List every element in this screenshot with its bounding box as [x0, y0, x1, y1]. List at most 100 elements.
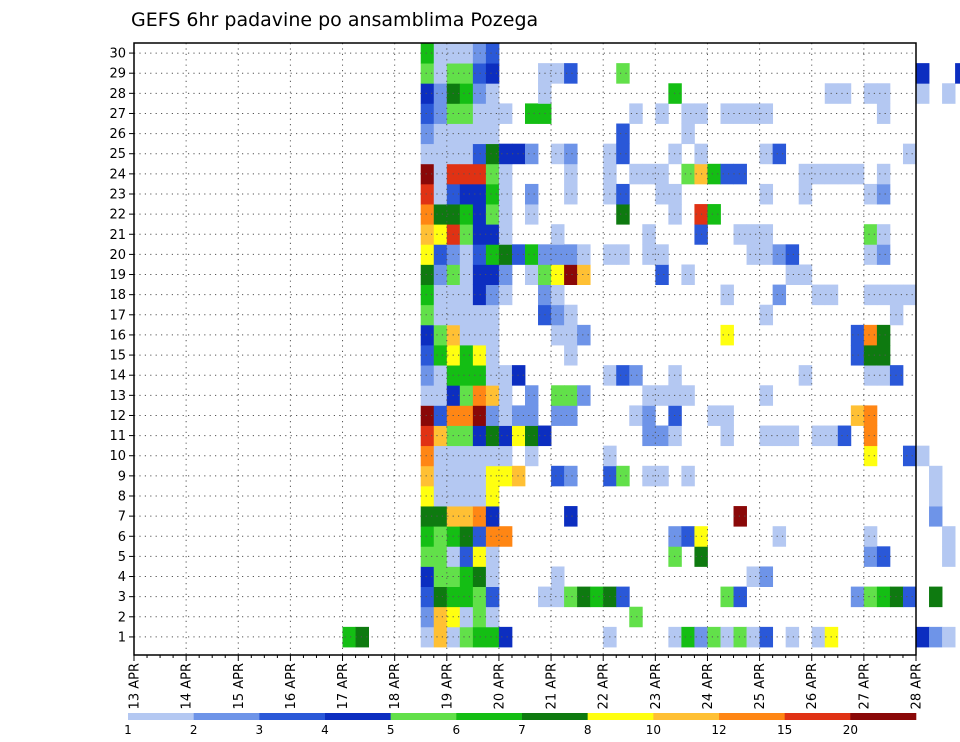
heatmap-cell [629, 103, 643, 124]
heatmap-cell [459, 204, 474, 225]
y-tick-label: 30 [109, 47, 126, 62]
heatmap-cell [850, 163, 865, 185]
heatmap-cell [850, 324, 865, 346]
heatmap-cell [629, 365, 643, 386]
heatmap-cell [876, 83, 891, 104]
heatmap-cell [798, 163, 813, 185]
heatmap-cell [433, 586, 448, 608]
heatmap-cell [433, 546, 448, 567]
heatmap-cell [876, 224, 891, 245]
heatmap-cell [876, 103, 891, 124]
heatmap-cell [942, 83, 956, 104]
heatmap-cell [472, 224, 487, 245]
heatmap-cell [433, 385, 448, 406]
heatmap-cell [433, 123, 448, 145]
heatmap-cell [420, 123, 435, 145]
heatmap-cell [511, 405, 526, 426]
heatmap-cell [485, 626, 500, 648]
heatmap-cell [433, 83, 448, 104]
heatmap-cell [485, 485, 500, 507]
heatmap-cell [420, 626, 435, 648]
heatmap-cell [485, 606, 500, 628]
heatmap-cell [485, 425, 500, 447]
y-tick-label: 13 [109, 389, 126, 404]
heatmap-cell [655, 425, 669, 447]
heatmap-cell [863, 526, 878, 547]
heatmap-cell [681, 123, 695, 145]
heatmap-cell [420, 485, 435, 507]
heatmap-cell [785, 626, 800, 648]
heatmap-cell [498, 244, 513, 265]
heatmap-cell [459, 143, 474, 165]
heatmap-cell [629, 405, 643, 426]
heatmap-cell [420, 284, 435, 306]
heatmap-cell [863, 324, 878, 346]
heatmap-cell [564, 183, 578, 205]
heatmap-cell [459, 244, 474, 265]
heatmap-cell [420, 143, 435, 165]
heatmap-cell [863, 224, 878, 245]
y-tick-label: 16 [109, 328, 126, 343]
heatmap-cell [459, 183, 474, 205]
colorbar-label: 6 [453, 723, 461, 737]
colorbar-label: 20 [843, 723, 858, 737]
heatmap-cell [472, 546, 487, 567]
heatmap-cell [564, 264, 578, 285]
heatmap-cell [889, 284, 904, 306]
colorbar-swatch [193, 713, 260, 720]
colorbar-label: 12 [711, 723, 726, 737]
heatmap-cell [681, 264, 695, 285]
heatmap-cell [746, 566, 760, 587]
heatmap-cell [459, 103, 474, 124]
heatmap-cell [472, 526, 487, 547]
heatmap-cell [551, 143, 565, 165]
heatmap-cell [876, 284, 891, 306]
heatmap-cell [459, 566, 474, 587]
heatmap-cell [655, 244, 669, 265]
heatmap-cell [525, 445, 539, 467]
heatmap-cell [564, 143, 578, 165]
heatmap-cell [498, 385, 513, 406]
heatmap-cell [420, 405, 435, 426]
heatmap-cell [433, 63, 448, 84]
heatmap-cell [498, 465, 513, 487]
heatmap-cell [798, 365, 813, 386]
y-tick-label: 10 [109, 449, 126, 464]
heatmap-cell [876, 546, 891, 567]
heatmap-cell [511, 465, 526, 487]
heatmap-cell [459, 304, 474, 326]
heatmap-cell [472, 43, 487, 64]
heatmap-cell [485, 324, 500, 346]
heatmap-cell [525, 143, 539, 165]
heatmap-cell [863, 586, 878, 608]
heatmap-cell [433, 324, 448, 346]
y-tick-label: 15 [109, 349, 126, 364]
heatmap-cell [433, 465, 448, 487]
heatmap-cell [551, 264, 565, 285]
colorbar-swatch [587, 713, 654, 720]
heatmap-cell [472, 123, 487, 145]
heatmap-cell [772, 526, 787, 547]
colorbar-label: 4 [321, 723, 329, 737]
heatmap-cell [681, 526, 695, 547]
heatmap-cell [525, 183, 539, 205]
heatmap-cell [485, 63, 500, 84]
heatmap-cell [733, 626, 747, 648]
colorbar-label: 8 [584, 723, 592, 737]
heatmap-cell [433, 526, 448, 547]
heatmap-cell [642, 405, 656, 426]
heatmap-cell [551, 63, 565, 84]
heatmap-cell [472, 244, 487, 265]
heatmap-cell [420, 324, 435, 346]
x-tick-label: 22 APR [597, 663, 612, 709]
y-tick-label: 6 [118, 530, 126, 545]
heatmap-cell [916, 626, 930, 648]
heatmap-cell [485, 103, 500, 124]
y-tick-label: 8 [118, 490, 126, 505]
heatmap-cell [525, 103, 539, 124]
heatmap-cell [733, 103, 747, 124]
y-tick-label: 28 [109, 87, 126, 102]
heatmap-cell [498, 425, 513, 447]
heatmap-cell [498, 224, 513, 245]
heatmap-cell [929, 586, 943, 608]
